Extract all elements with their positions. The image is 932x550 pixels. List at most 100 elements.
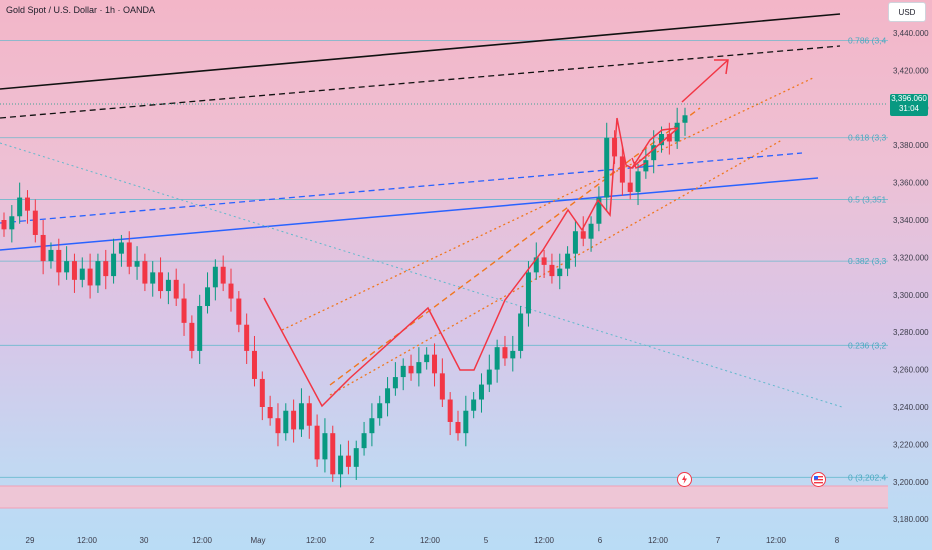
candle-body (126, 242, 132, 267)
candle-body (283, 410, 289, 434)
candle-body (142, 261, 148, 284)
fib-label-0.786: 0.786 (3,4 (848, 35, 887, 45)
y-tick-label: 3,240.000 (893, 403, 929, 412)
candle-body (228, 283, 234, 299)
x-tick-label: 8 (835, 536, 840, 545)
red-wave-path (263, 117, 679, 408)
candle-body (87, 268, 93, 286)
candle-body (165, 279, 171, 292)
candle-body (118, 242, 124, 254)
candle-body (1, 220, 7, 230)
candle-body (392, 377, 398, 389)
candle-body (385, 388, 391, 404)
candle-body (549, 264, 555, 277)
candle-body (345, 455, 351, 467)
candle-body (651, 145, 657, 161)
red-arrow-head (714, 59, 729, 75)
chart-title: Gold Spot / U.S. Dollar · 1h · OANDA (6, 5, 156, 15)
candle-body (432, 354, 438, 374)
candle-body (353, 448, 359, 467)
y-tick-label: 3,320.000 (893, 253, 929, 262)
candle-body (244, 324, 250, 351)
x-tick-label: 12:00 (306, 536, 327, 545)
candle-body (643, 160, 649, 172)
candle-body (369, 418, 375, 434)
candle-body (275, 418, 281, 434)
candle-body (40, 234, 46, 262)
candle-body (236, 298, 242, 325)
candle-body (212, 266, 218, 288)
candle-body (377, 403, 383, 419)
x-tick-label: 7 (716, 536, 721, 545)
y-tick-label: 3,420.000 (893, 66, 929, 75)
candle-body (322, 433, 328, 460)
candle-body (682, 115, 688, 123)
fib-label-0: 0 (3,202.4 (848, 472, 887, 482)
candle-body (674, 122, 680, 142)
red-small-arrow (631, 157, 647, 169)
y-tick-label: 3,340.000 (893, 216, 929, 225)
x-tick-label: 2 (370, 536, 375, 545)
candle-body (71, 261, 77, 280)
candle-body (330, 433, 336, 475)
black-trend-line (0, 13, 841, 90)
candle-body (588, 223, 594, 239)
candle-body (659, 133, 665, 146)
candle-body (408, 365, 414, 374)
candle-body (79, 268, 85, 280)
blue-support-line (0, 177, 819, 251)
candle-body (158, 272, 164, 292)
candle-body (416, 362, 422, 374)
candle-body (596, 197, 602, 224)
blue-dashed-line (0, 152, 803, 224)
candle-body (189, 322, 195, 351)
candle-body (455, 421, 461, 434)
candle-body (95, 261, 101, 286)
bar-countdown: 31:04 (898, 104, 920, 113)
candle-body (134, 261, 140, 267)
x-tick-label: 12:00 (420, 536, 441, 545)
candle-body (424, 354, 430, 363)
fib-label-0.618: 0.618 (3,3 (848, 133, 887, 143)
candle-body (205, 287, 211, 307)
candle-body (64, 261, 70, 273)
candle-body (220, 266, 226, 284)
candle-body (32, 210, 38, 235)
red-wave-path-2 (631, 127, 679, 169)
us-flag-event-icon[interactable] (811, 472, 826, 487)
y-tick-label: 3,200.000 (893, 478, 929, 487)
candle-body (604, 137, 610, 198)
candle-body (533, 257, 539, 273)
flash-event-icon[interactable] (677, 472, 692, 487)
candle-body (298, 403, 304, 430)
candle-body (150, 272, 156, 284)
candle-body (541, 257, 547, 265)
dotted-downtrend-line (0, 142, 843, 408)
fib-label-0.236: 0.236 (3,2 (848, 340, 887, 350)
candle-body (291, 410, 297, 430)
candle-body (478, 384, 484, 400)
last-price-tag: 3,396.060 31:04 (890, 94, 928, 116)
candle-body (486, 369, 492, 385)
candle-body (580, 231, 586, 239)
last-price: 3,396.060 (891, 94, 927, 103)
x-tick-label: 12:00 (77, 536, 98, 545)
session-band (0, 486, 888, 508)
x-tick-label: May (250, 536, 265, 545)
y-tick-label: 3,360.000 (893, 179, 929, 188)
candle-body (259, 378, 265, 407)
y-tick-label: 3,220.000 (893, 440, 929, 449)
candle-body (173, 279, 179, 299)
currency-button[interactable]: USD (888, 2, 926, 22)
candle-body (635, 171, 641, 192)
x-tick-label: 12:00 (534, 536, 555, 545)
x-tick-label: 12:00 (766, 536, 787, 545)
candle-body (471, 399, 477, 411)
candle-body (306, 403, 312, 426)
candle-body (314, 425, 320, 460)
candle-body (565, 253, 571, 269)
fib-label-0.5: 0.5 (3,351 (848, 194, 887, 204)
candle-body (666, 133, 672, 142)
